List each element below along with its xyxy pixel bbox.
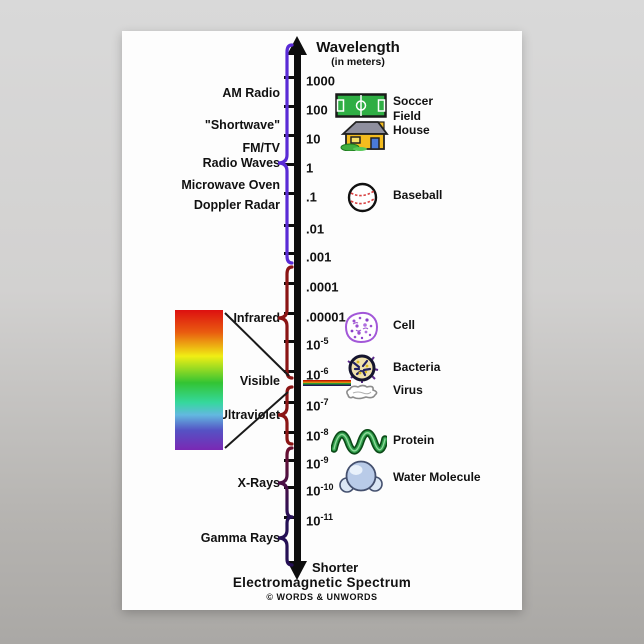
protein-icon [331, 429, 387, 455]
band-label-radio-waves: Radio Waves [202, 156, 280, 170]
band-label-fm-tv: FM/TV [242, 141, 281, 155]
axis-tick [284, 252, 294, 255]
axis-title: Wavelength [316, 39, 400, 56]
cell-icon [344, 311, 379, 344]
tick-label: .1 [306, 189, 317, 205]
band-label-doppler-radar: Doppler Radar [193, 198, 280, 212]
shorter-label: Shorter [312, 560, 359, 575]
object-label-protein: Protein [393, 433, 435, 447]
spectrum-poster: Wavelength (in meters) 1000 100 10 1 .1 … [122, 31, 522, 610]
axis-tick [284, 486, 294, 489]
house-icon [340, 121, 389, 151]
tick-label: 100 [306, 102, 328, 118]
band-label-am-radio: AM Radio [222, 86, 280, 100]
object-label-bacteria: Bacteria [393, 360, 441, 374]
axis-tick [284, 134, 294, 137]
axis-tick [284, 192, 294, 195]
tick-label: 1 [306, 160, 314, 176]
longer-wavelength-arrow-icon [287, 36, 307, 55]
infrared-brace [277, 265, 294, 380]
radio-waves-brace [277, 43, 294, 265]
soccer-field-icon [335, 93, 387, 118]
tick-label: 1000 [306, 73, 335, 89]
tick-label: 10-8 [306, 427, 329, 444]
tick-label: 10-7 [306, 397, 329, 414]
axis-tick [284, 431, 294, 434]
axis-tick [284, 401, 294, 404]
gamma-rays-brace [277, 515, 294, 567]
tick-label: 10-11 [306, 512, 333, 529]
band-label-x-rays: X-Rays [237, 476, 280, 490]
object-label-virus: Virus [393, 383, 423, 397]
poster-title: Electromagnetic Spectrum [232, 575, 412, 590]
axis-tick [284, 224, 294, 227]
axis-header: Wavelength (in meters) [308, 39, 408, 69]
ultraviolet-brace [277, 385, 294, 446]
wavelength-axis [294, 53, 301, 563]
baseball-icon [347, 182, 378, 213]
bacteria-icon [347, 354, 379, 383]
copyright-text: © WORDS & UNWORDS [266, 592, 378, 602]
tick-label: .0001 [306, 279, 339, 295]
object-label-baseball: Baseball [393, 188, 443, 202]
water-molecule-icon [339, 460, 383, 493]
x-rays-brace [277, 446, 294, 519]
tick-label: 10-6 [306, 366, 329, 383]
object-label-cell: Cell [393, 318, 416, 332]
visible-light-gradient [175, 310, 223, 450]
axis-tick [284, 105, 294, 108]
object-label-soccer-field: Soccer Field [393, 94, 434, 123]
axis-tick [284, 163, 294, 166]
tick-label: .01 [306, 221, 325, 237]
virus-icon [346, 384, 378, 400]
tick-label: 10-9 [306, 455, 329, 472]
band-label-shortwave: "Shortwave" [204, 118, 280, 132]
object-label-house: House [393, 123, 430, 137]
axis-tick [284, 76, 294, 79]
band-label-microwave-oven: Microwave Oven [181, 178, 280, 192]
visible-spectrum-strip [303, 380, 351, 386]
band-label-gamma-rays: Gamma Rays [200, 531, 280, 545]
axis-subtitle: (in meters) [331, 56, 385, 68]
tick-label: .001 [306, 249, 332, 265]
tick-label: .00001 [306, 309, 346, 325]
tick-label: 10-5 [306, 336, 329, 353]
tick-label: 10-10 [306, 482, 334, 499]
band-label-visible: Visible [239, 374, 280, 388]
tick-label: 10 [306, 131, 321, 147]
object-label-water-molecule: Water Molecule [393, 470, 481, 484]
axis-tick [284, 282, 294, 285]
axis-tick [284, 459, 294, 462]
